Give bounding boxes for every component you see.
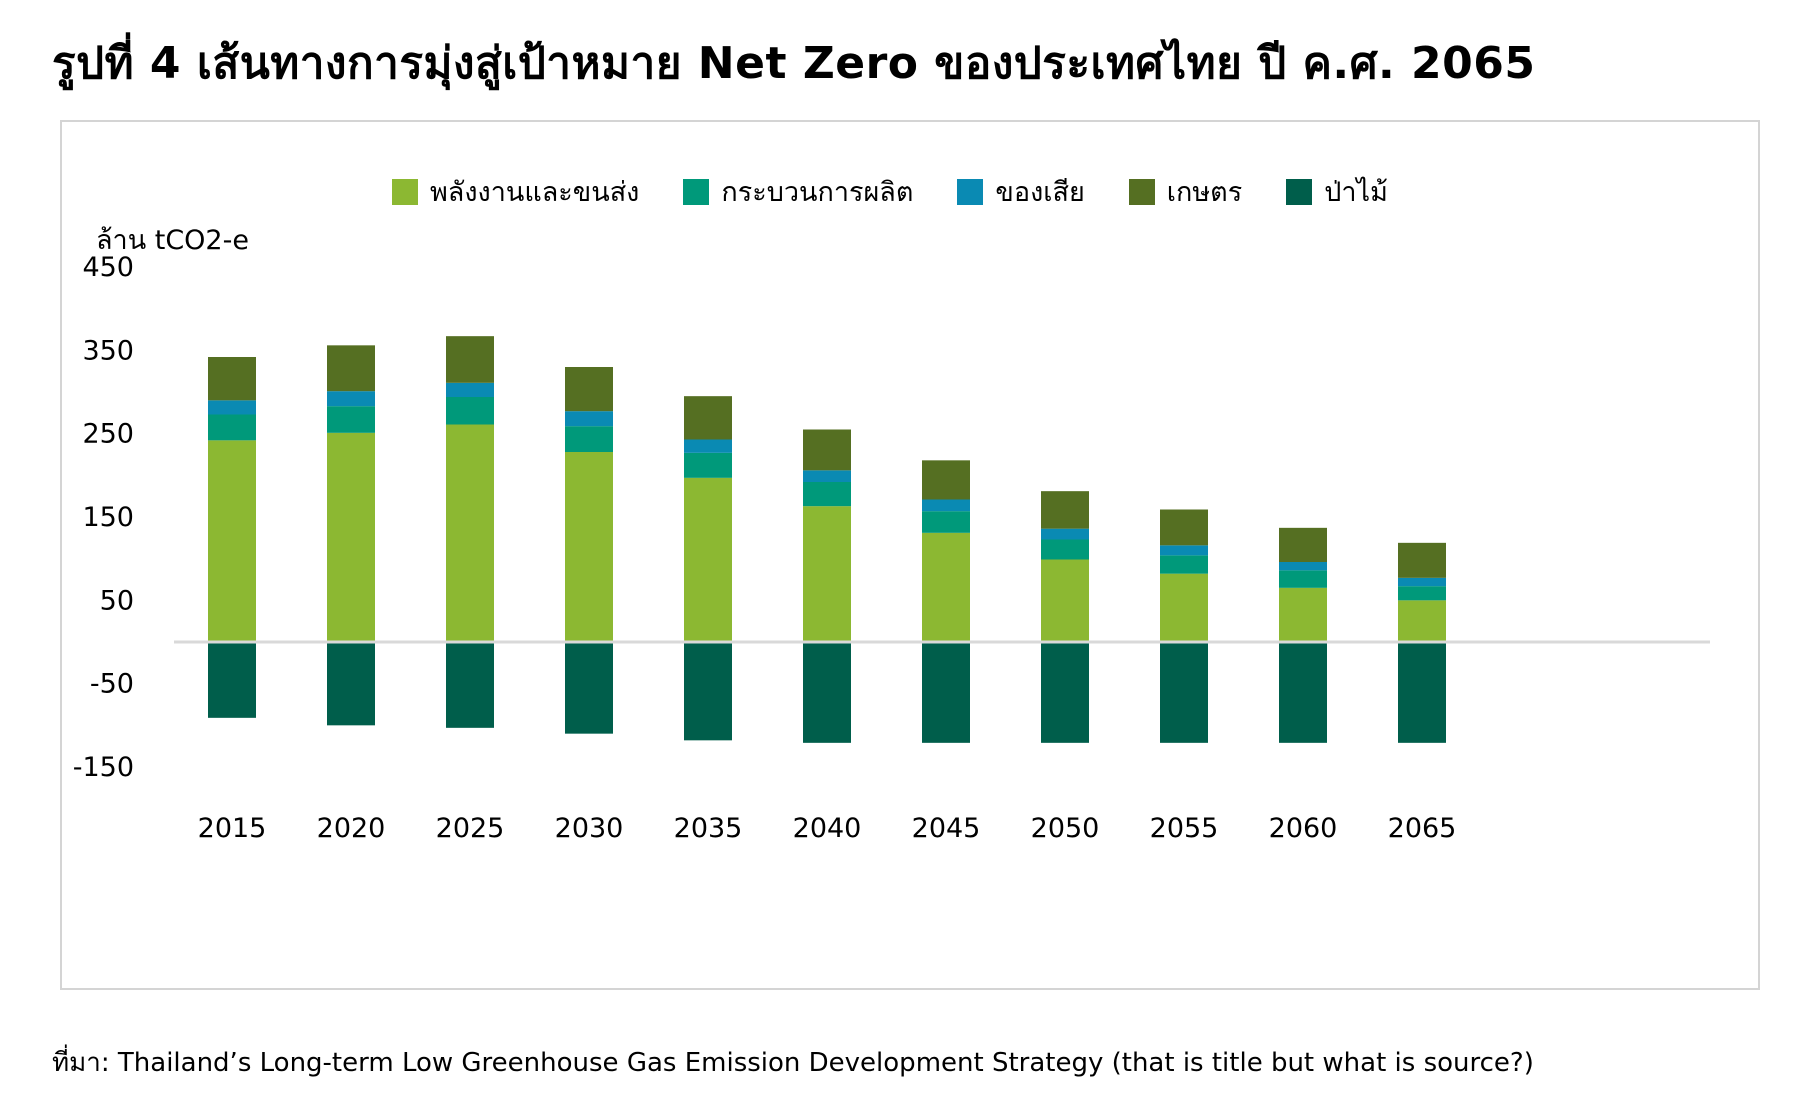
bar-segment — [565, 452, 613, 642]
bar-segment — [684, 396, 732, 440]
bar-segment — [446, 397, 494, 425]
y-tick-label: 350 — [82, 335, 134, 366]
bar-segment — [684, 452, 732, 478]
bar-segment — [1398, 542, 1446, 578]
bar-segment — [446, 336, 494, 383]
y-tick-label: -150 — [73, 752, 134, 783]
bar-segment — [803, 506, 851, 642]
bar-segment — [1041, 491, 1089, 529]
bar-segment — [446, 382, 494, 397]
legend-swatch — [392, 178, 418, 205]
x-tick-label: 2030 — [555, 813, 624, 844]
bar-segment — [327, 391, 375, 407]
bar-segment — [565, 367, 613, 412]
bar-segment — [922, 511, 970, 533]
legend-swatch — [1128, 178, 1155, 205]
bar-segment — [327, 432, 375, 642]
bar-segment — [803, 429, 851, 471]
bar-segment — [446, 642, 494, 728]
bar-segment — [208, 440, 256, 642]
bar-segment — [1160, 555, 1208, 574]
legend: พลังงานและขนส่ง กระบวนการผลิต ของเสีย เกษตร… — [392, 170, 1388, 213]
bar-segment — [1160, 642, 1208, 743]
x-tick-label: 2025 — [436, 813, 505, 844]
legend-swatch — [683, 178, 710, 205]
x-tick-label: 2060 — [1269, 813, 1338, 844]
y-tick-label: -50 — [90, 669, 134, 700]
bar-segment — [1398, 577, 1446, 587]
y-axis-label: ล้าน tCO2-e — [96, 225, 249, 256]
bar-segment — [922, 499, 970, 512]
bar-segment — [1041, 559, 1089, 642]
bar-segment — [327, 642, 375, 726]
y-tick-label: 150 — [82, 502, 134, 533]
bar-segment — [565, 642, 613, 734]
chart-title: รูปที่ 4 เส้นทางการมุ่งสู่เป้าหมาย Net Z… — [52, 38, 1536, 89]
legend-label: กระบวนการผลิต — [721, 177, 914, 208]
legend-swatch — [957, 178, 984, 205]
bar-segment — [1398, 642, 1446, 743]
legend-item: พลังงานและขนส่ง — [392, 170, 639, 213]
x-tick-label: 2050 — [1031, 813, 1100, 844]
source-note: ที่มา: Thailand’s Long-term Low Greenhou… — [52, 1048, 1534, 1078]
chart-frame: พลังงานและขนส่ง กระบวนการผลิต ของเสีย เกษตร… — [60, 120, 1760, 990]
legend-label: ป่าไม้ — [1324, 177, 1388, 208]
x-tick-label: 2040 — [793, 813, 862, 844]
bar-segment — [922, 642, 970, 743]
legend-label: พลังงานและขนส่ง — [430, 177, 640, 208]
legend-item: ของเสีย — [957, 170, 1085, 213]
bar-segment — [684, 477, 732, 642]
bar-segment — [1041, 642, 1089, 743]
bar-segment — [684, 439, 732, 453]
bar-segment — [803, 642, 851, 743]
bar-segment — [565, 426, 613, 452]
bar-segment — [327, 345, 375, 392]
bar-segment — [1160, 573, 1208, 642]
plot-area: 450 350 250 150 50 -50 -150 2015 2020 2025 2030 203… — [73, 252, 1710, 844]
x-tick-label: 2035 — [674, 813, 743, 844]
x-tick-label: 2045 — [912, 813, 981, 844]
bar-segment — [803, 482, 851, 507]
legend-swatch — [1286, 178, 1313, 205]
legend-label: ของเสีย — [995, 177, 1085, 208]
y-tick-label: 450 — [82, 252, 134, 283]
bar-segment — [684, 642, 732, 741]
legend-label: เกษตร — [1166, 177, 1243, 208]
legend-item: เกษตร — [1128, 170, 1243, 213]
y-tick-label: 50 — [100, 585, 134, 616]
bar-segment — [922, 460, 970, 500]
bar-segment — [446, 424, 494, 642]
bar-segment — [1041, 539, 1089, 560]
bar-segment — [1279, 527, 1327, 562]
bar-segment — [1398, 586, 1446, 601]
legend-item: ป่าไม้ — [1286, 170, 1388, 213]
bar-segment — [1160, 545, 1208, 556]
bar-segment — [1160, 509, 1208, 546]
bar-segment — [1041, 528, 1089, 540]
bar-segment — [803, 470, 851, 482]
bar-segment — [1398, 600, 1446, 642]
x-tick-label: 2020 — [317, 813, 386, 844]
bar-segment — [1279, 587, 1327, 642]
bar-segment — [1279, 642, 1327, 743]
x-tick-label: 2055 — [1150, 813, 1219, 844]
bar-segment — [208, 642, 256, 718]
legend-item: กระบวนการผลิต — [683, 170, 913, 213]
bar-segment — [208, 357, 256, 401]
bar-segment — [327, 406, 375, 433]
bar-segment — [922, 532, 970, 642]
bar-segment — [208, 400, 256, 415]
bar-segment — [1279, 570, 1327, 588]
y-tick-label: 250 — [82, 419, 134, 450]
x-tick-label: 2065 — [1388, 813, 1457, 844]
bar-segment — [1279, 562, 1327, 571]
bar-segment — [208, 414, 256, 441]
x-tick-label: 2015 — [198, 813, 267, 844]
bar-segment — [565, 411, 613, 427]
